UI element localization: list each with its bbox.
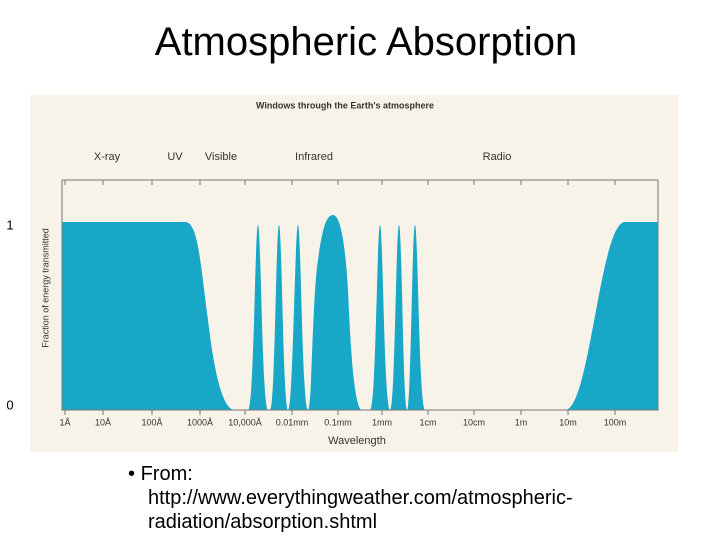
y-axis-label: Fraction of energy transmitted [40,228,50,348]
x-tick-label: 0.1mm [324,417,352,427]
transmission-curve [62,215,658,410]
x-tick-label: 1000Å [187,417,213,427]
band-label: Visible [205,151,237,163]
band-labels: X-ray UV Visible Infrared Radio [94,151,512,163]
x-axis: 1Å 10Å 100Å 1000Å 10,000Å 0.01mm 0.1mm 1mm 1cm 10… [59,180,626,427]
x-axis-label: Wavelength [328,435,386,447]
x-tick-label: 100m [604,417,627,427]
source-bullet: From: http://www.everythingweather.com/a… [128,462,588,534]
x-tick-label: 0.01mm [276,417,309,427]
x-tick-label: 1cm [419,417,436,427]
x-tick-label: 100Å [141,417,162,427]
plot-frame [61,179,659,411]
slide-title: Atmospheric Absorption [154,20,578,64]
band-label: UV [167,151,183,163]
band-label: Infrared [295,151,333,163]
x-tick-label: 10,000Å [228,417,262,427]
x-tick-label: 10cm [463,417,485,427]
figure-title: Windows through the Earth's atmosphere [256,100,434,110]
x-tick-label: 10Å [95,417,111,427]
x-tick-label: 1m [515,417,528,427]
x-tick-label: 1Å [59,417,70,427]
y-tick-label: 0 [6,397,13,412]
x-tick-label: 1mm [372,417,392,427]
y-tick-label: 1 [6,217,13,232]
x-tick-label: 10m [559,417,577,427]
band-label: Radio [483,151,512,163]
band-label: X-ray [94,151,121,163]
